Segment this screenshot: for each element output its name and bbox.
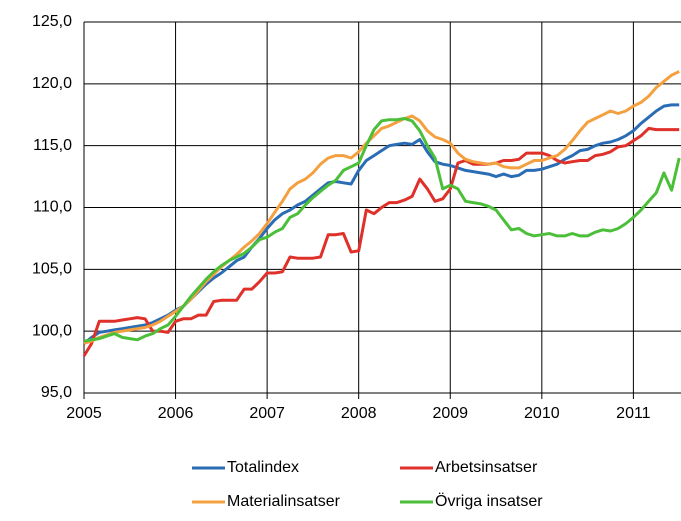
x-tick-label: 2005 [66,405,102,422]
x-tick-label: 2007 [249,405,285,422]
x-tick-label: 2009 [432,405,468,422]
legend-label: Arbetsinsatser [435,459,538,476]
x-tick-label: 2010 [524,405,560,422]
y-tick-label: 95,0 [41,384,72,401]
x-tick-label: 2006 [158,405,194,422]
legend-label: Övriga insatser [435,492,543,510]
series-line [82,126,680,357]
y-tick-label: 110,0 [33,199,72,216]
y-tick-label: 100,0 [32,322,72,339]
x-tick-label: 2008 [341,405,377,422]
series-line [83,103,680,345]
y-tick-label: 105,0 [32,261,72,278]
legend-label: Totalindex [227,459,299,476]
legend-label: Materialinsatser [227,493,341,510]
y-tick-label: 115,0 [33,137,72,154]
y-tick-label: 125,0 [32,13,72,30]
series-line [83,117,681,343]
x-tick-label: 2011 [616,405,651,422]
y-tick-label: 120,0 [32,75,72,92]
